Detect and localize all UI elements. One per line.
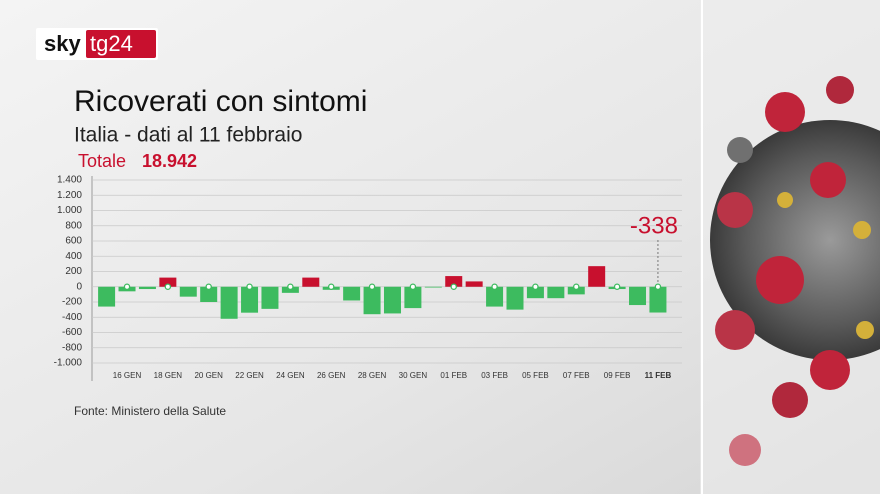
x-tick-label: 20 GEN — [194, 371, 223, 380]
value-label: -338 — [630, 212, 678, 239]
x-tick-label: 26 GEN — [317, 371, 346, 380]
day-marker — [327, 283, 335, 290]
bar — [302, 277, 320, 287]
bar — [98, 286, 116, 307]
day-marker — [123, 283, 131, 290]
bar — [261, 286, 279, 309]
bar — [404, 286, 422, 309]
x-tick-label: 11 FEB — [645, 371, 672, 380]
bar — [629, 286, 647, 306]
bar — [200, 286, 218, 302]
bar — [547, 286, 565, 299]
y-tick-label: 400 — [65, 251, 82, 262]
logo-brand: sky — [44, 31, 81, 56]
bar — [383, 286, 401, 314]
x-tick-label: 09 FEB — [604, 371, 631, 380]
y-tick-label: 1.200 — [57, 190, 82, 201]
bar — [567, 286, 585, 295]
day-marker — [450, 283, 457, 290]
y-tick-label: -400 — [62, 312, 82, 323]
bar — [649, 286, 667, 313]
x-tick-label: 16 GEN — [113, 371, 142, 380]
day-marker — [532, 283, 539, 290]
bar — [159, 277, 177, 287]
day-marker — [409, 283, 417, 290]
x-tick-label: 07 FEB — [563, 371, 590, 380]
y-tick-label: 200 — [65, 266, 82, 277]
bar — [220, 286, 238, 319]
y-tick-label: -200 — [62, 297, 82, 308]
bar — [526, 286, 544, 299]
day-marker — [654, 283, 662, 290]
chart-title: Ricoverati con sintomi — [74, 85, 367, 118]
bar — [588, 266, 606, 287]
bar — [179, 286, 197, 297]
x-tick-label: 28 GEN — [358, 371, 387, 380]
day-marker — [613, 283, 621, 290]
y-tick-label: -600 — [62, 327, 82, 338]
chart-subtitle: Italia - dati al 11 febbraio — [74, 124, 302, 147]
bar — [465, 281, 483, 287]
y-tick-label: 1.000 — [57, 205, 82, 216]
day-marker — [246, 283, 253, 290]
day-marker — [368, 283, 376, 290]
source: Fonte: Ministero della Salute — [74, 404, 226, 418]
x-tick-label: 30 GEN — [399, 371, 428, 380]
bar — [343, 286, 361, 301]
logo: sky tg24 — [36, 28, 158, 60]
day-marker — [573, 283, 580, 290]
virus-decoration — [700, 0, 880, 494]
total-label: Totale — [78, 151, 126, 171]
x-tick-label: 22 GEN — [235, 371, 264, 380]
logo-channel: tg24 — [90, 31, 133, 56]
bar — [486, 286, 504, 307]
bar — [445, 276, 463, 287]
x-tick-label: 05 FEB — [522, 371, 549, 380]
y-tick-label: 0 — [76, 281, 82, 292]
x-tick-label: 24 GEN — [276, 371, 305, 380]
bar — [138, 286, 156, 290]
total-value: 18.942 — [142, 151, 197, 171]
x-tick-label: 18 GEN — [154, 371, 183, 380]
y-tick-label: -1.000 — [54, 358, 83, 369]
bar — [506, 286, 524, 310]
y-tick-label: 1.400 — [57, 175, 82, 186]
bar — [363, 286, 381, 315]
day-marker — [491, 283, 498, 290]
y-tick-label: 600 — [65, 236, 82, 247]
day-marker — [205, 283, 212, 290]
y-tick-label: 800 — [65, 220, 82, 231]
bar — [424, 286, 442, 288]
day-marker — [287, 283, 294, 290]
y-tick-label: -800 — [62, 342, 82, 353]
day-marker — [164, 283, 172, 290]
x-tick-label: 03 FEB — [481, 371, 508, 380]
bar — [241, 286, 259, 313]
x-tick-label: 01 FEB — [440, 371, 467, 380]
